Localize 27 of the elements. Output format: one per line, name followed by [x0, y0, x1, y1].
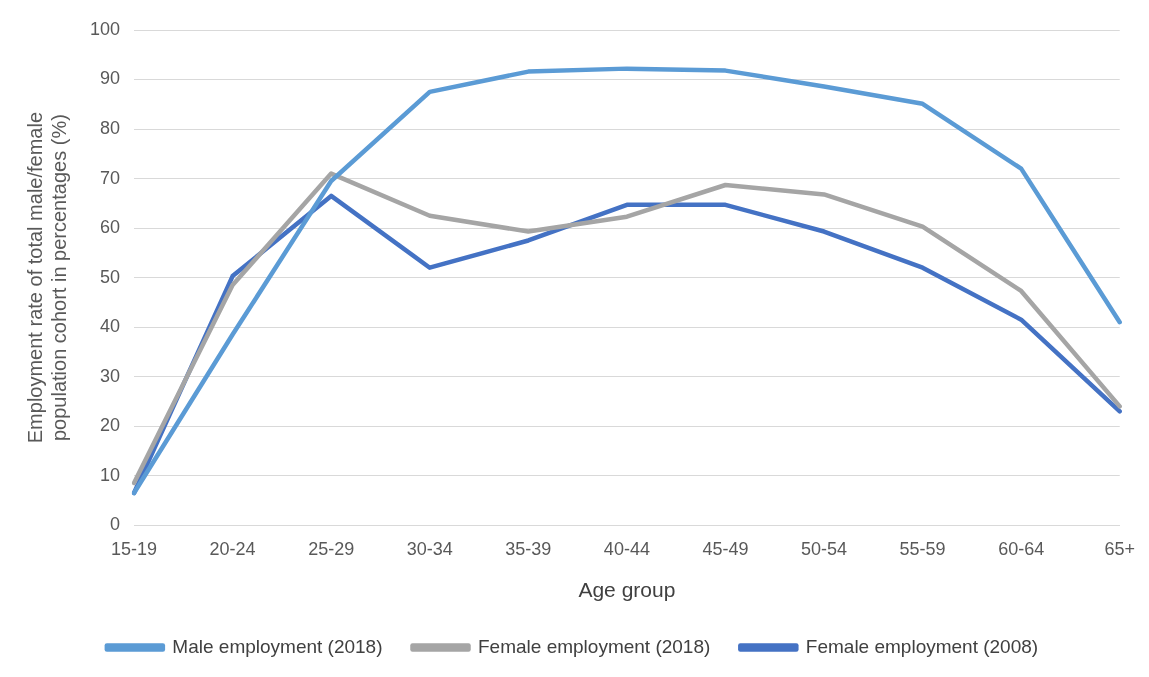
y-tick-label: 10 [100, 464, 121, 485]
y-tick-label: 0 [110, 514, 121, 535]
legend-label: Female employment (2008) [805, 635, 1039, 657]
x-tick-label: 15-19 [111, 538, 158, 559]
y-tick-label: 90 [100, 68, 121, 89]
x-tick-label: 60-64 [998, 538, 1045, 559]
y-tick-label: 40 [100, 316, 121, 337]
x-tick-label: 45-49 [702, 538, 749, 559]
y-tick-label: 20 [100, 415, 121, 436]
x-tick-label: 25-29 [308, 538, 355, 559]
y-axis-title: Employment rate of total male/female population cohort in percentages (%) [23, 111, 70, 444]
x-tick-label: 55-59 [899, 538, 946, 559]
legend-label: Male employment (2018) [172, 635, 383, 657]
y-tick-label: 50 [100, 266, 121, 287]
y-tick-label: 60 [100, 217, 121, 238]
x-tick-label: 35-39 [505, 538, 552, 559]
y-tick-label: 30 [100, 365, 121, 386]
legend-label: Female employment (2018) [478, 635, 711, 657]
x-tick-label: 20-24 [209, 538, 256, 559]
x-tick-label: 40-44 [603, 538, 650, 559]
x-axis-title: Age group [578, 578, 676, 602]
y-tick-label: 80 [100, 118, 121, 139]
x-tick-label: 65+ [1104, 538, 1136, 559]
x-tick-label: 30-34 [406, 538, 453, 559]
y-tick-label: 100 [89, 18, 121, 39]
x-tick-label: 50-54 [801, 538, 848, 559]
y-tick-label: 70 [100, 167, 121, 188]
